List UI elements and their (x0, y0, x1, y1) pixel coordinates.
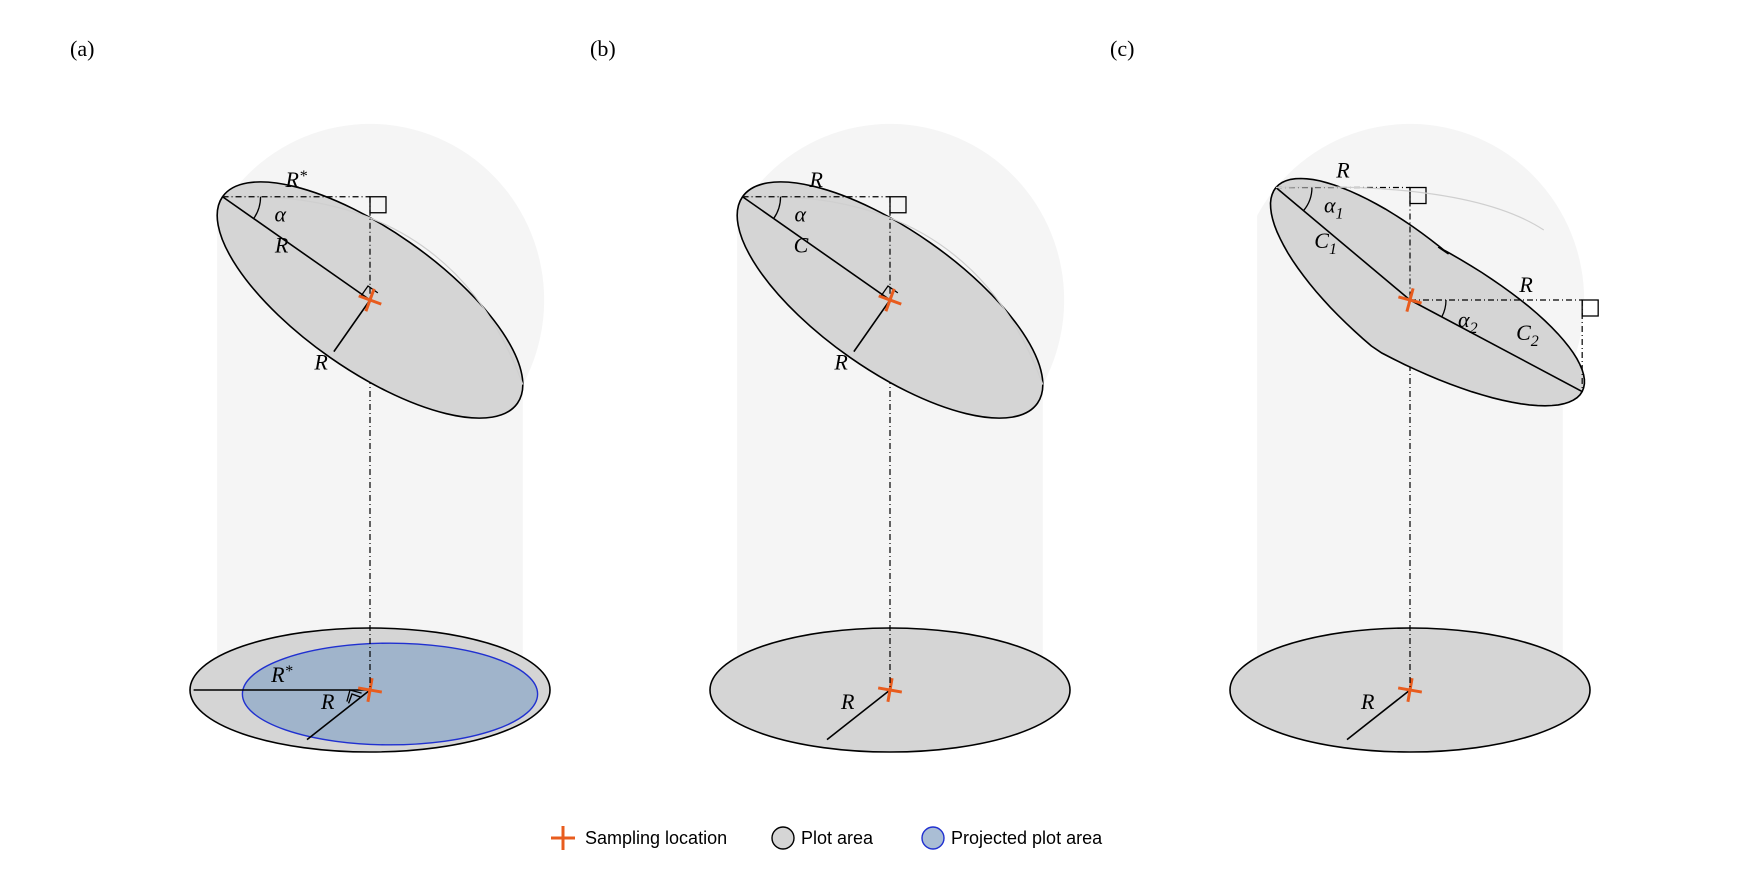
legend: Sampling location Plot area Projected plot… (551, 826, 1103, 850)
text-label: R (833, 350, 848, 375)
text-label: R (274, 232, 289, 257)
text-label: C (794, 232, 809, 257)
right-angle-box (1582, 300, 1598, 316)
panel-b: (b) R C R Rα (590, 36, 1078, 752)
legend-sampling: Sampling location (585, 828, 727, 848)
text-label: (b) (590, 36, 616, 61)
panel-c: (c)RC1Rα1C2Rα2 (1110, 36, 1598, 752)
legend-projected-icon (922, 827, 944, 849)
panel-a: (a)RR*RRR*α (70, 36, 558, 752)
text-label: R (313, 350, 328, 375)
text-label: α (795, 201, 807, 226)
text-label: R (809, 167, 824, 192)
text-label: R (1335, 158, 1350, 183)
text-label: (a) (70, 36, 94, 61)
text-label: α (275, 201, 287, 226)
projected-ellipse (242, 643, 537, 745)
text-label: R (840, 689, 855, 714)
text-label: R (1518, 272, 1533, 297)
legend-plot-icon (772, 827, 794, 849)
sampling-marker (551, 826, 575, 850)
text-label: R (320, 689, 335, 714)
legend-projected: Projected plot area (951, 828, 1103, 848)
text-label: R (1360, 689, 1375, 714)
figure-svg: (a)RR*RRR*α(b)RCRRα(c)RC1Rα1C2Rα2Samplin… (20, 20, 1746, 872)
legend-plot: Plot area (801, 828, 874, 848)
text-label: (c) (1110, 36, 1134, 61)
